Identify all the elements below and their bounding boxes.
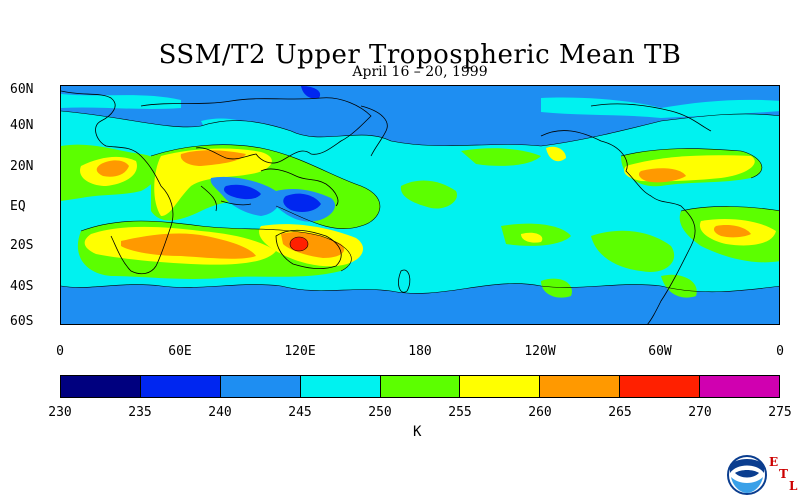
colorbar-unit: K [413, 424, 422, 440]
colorbar-tick-label: 255 [448, 405, 472, 420]
lon-label-120w: 120W [524, 344, 556, 359]
temperature-map [60, 85, 780, 325]
colorbar-segment [540, 376, 621, 397]
lon-label-60e: 60E [168, 344, 192, 359]
lat-label-20n: 20N [10, 159, 34, 174]
logo-letter-t: T [779, 467, 788, 481]
lon-label-120e: 120E [284, 344, 316, 359]
colorbar-tick-label: 230 [48, 405, 72, 420]
lon-label-0-right: 0 [776, 344, 784, 359]
colorbar-tick-label: 235 [128, 405, 152, 420]
colorbar-tick-label: 275 [768, 405, 792, 420]
lat-label-60s: 60S [10, 314, 34, 329]
lat-label-40n: 40N [10, 118, 34, 133]
logo-letter-l: L [789, 479, 798, 493]
lat-label-20s: 20S [10, 238, 34, 253]
contour-field [61, 86, 779, 324]
lat-label-eq: EQ [10, 199, 26, 214]
colorbar-segment [620, 376, 701, 397]
lon-label-60w: 60W [648, 344, 672, 359]
colorbar-segment [61, 376, 141, 397]
colorbar-segment [140, 376, 221, 397]
lat-label-40s: 40S [10, 279, 34, 294]
lat-label-60n: 60N [10, 82, 34, 97]
noaa-logo-icon [727, 455, 767, 495]
colorbar-tick-label: 260 [528, 405, 552, 420]
colorbar-segment [460, 376, 541, 397]
logo-letter-e: E [769, 455, 779, 469]
colorbar-tick-label: 240 [208, 405, 232, 420]
map-title: SSM/T2 Upper Tropospheric Mean TB [158, 40, 682, 70]
colorbar-segment [220, 376, 301, 397]
lon-label-0-left: 0 [56, 344, 64, 359]
colorbar-tick-label: 250 [368, 405, 392, 420]
colorbar-tick-label: 245 [288, 405, 312, 420]
map-subtitle: April 16 – 20, 1999 [352, 64, 488, 80]
colorbar-tick-label: 270 [688, 405, 712, 420]
colorbar [60, 375, 780, 398]
colorbar-tick-label: 265 [608, 405, 632, 420]
colorbar-segment [300, 376, 381, 397]
colorbar-segment [380, 376, 461, 397]
lon-label-180: 180 [408, 344, 432, 359]
colorbar-segment [700, 376, 780, 397]
